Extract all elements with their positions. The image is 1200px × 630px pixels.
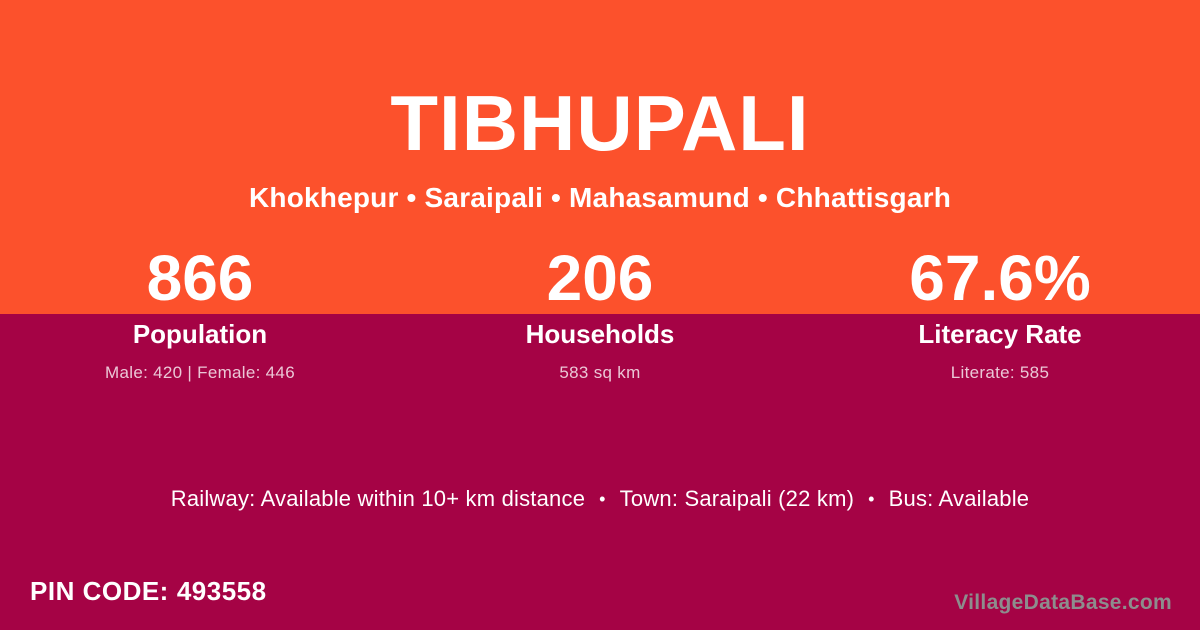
location-breadcrumb: Khokhepur • Saraipali • Mahasamund • Chh… [249,182,951,213]
stats-row: 866 Population Male: 420 | Female: 446 2… [0,242,1200,382]
literacy-label: Literacy Rate [918,319,1082,349]
stat-literacy: 67.6% Literacy Rate Literate: 585 [800,242,1200,382]
railway-info: Railway: Available within 10+ km distanc… [170,486,586,511]
pin-code: PIN CODE: 493558 [30,576,267,607]
bullet-separator: • [599,489,606,509]
households-detail: 583 sq km [559,363,641,382]
households-value: 206 [546,242,654,314]
pin-code-label: PIN CODE: [30,576,169,606]
population-detail: Male: 420 | Female: 446 [105,363,295,382]
village-title: TIBHUPALI [390,79,810,167]
population-value: 866 [146,242,254,314]
population-label: Population [132,319,268,349]
households-label: Households [525,319,675,349]
watermark-branding: VillageDataBase.com [954,591,1172,614]
body-background [0,314,1200,630]
pin-code-value: 493558 [176,576,267,606]
stat-population: 866 Population Male: 420 | Female: 446 [0,242,400,382]
stat-households: 206 Households 583 sq km [400,242,800,382]
literacy-detail: Literate: 585 [950,363,1050,382]
town-info: Town: Saraipali (22 km) [619,486,855,511]
bullet-separator: • [868,489,875,509]
bus-info: Bus: Available [888,486,1030,511]
header-background [0,0,1200,314]
literacy-value: 67.6% [909,242,1091,314]
transport-info: Railway: Available within 10+ km distanc… [0,486,1200,512]
